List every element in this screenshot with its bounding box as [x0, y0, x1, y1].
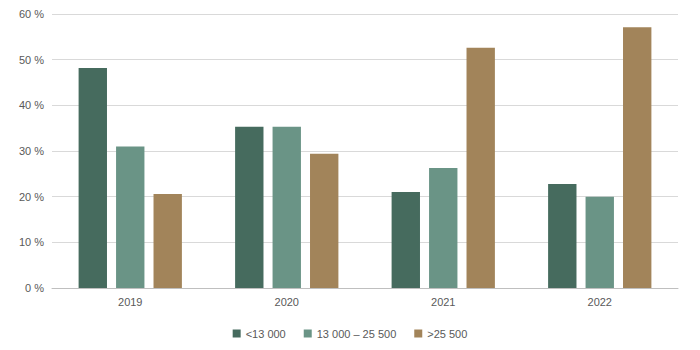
- svg-text:0 %: 0 %: [25, 282, 44, 294]
- svg-text:<13 000: <13 000: [246, 328, 286, 340]
- svg-text:40 %: 40 %: [19, 99, 44, 111]
- svg-text:>25 500: >25 500: [427, 328, 467, 340]
- svg-text:2019: 2019: [118, 296, 142, 308]
- svg-text:10 %: 10 %: [19, 236, 44, 248]
- svg-text:2020: 2020: [275, 296, 299, 308]
- svg-text:30 %: 30 %: [19, 145, 44, 157]
- svg-text:20 %: 20 %: [19, 191, 44, 203]
- svg-text:60 %: 60 %: [19, 8, 44, 20]
- svg-text:50 %: 50 %: [19, 54, 44, 66]
- svg-text:13 000 – 25 500: 13 000 – 25 500: [317, 328, 397, 340]
- svg-text:2022: 2022: [588, 296, 612, 308]
- svg-text:2021: 2021: [431, 296, 455, 308]
